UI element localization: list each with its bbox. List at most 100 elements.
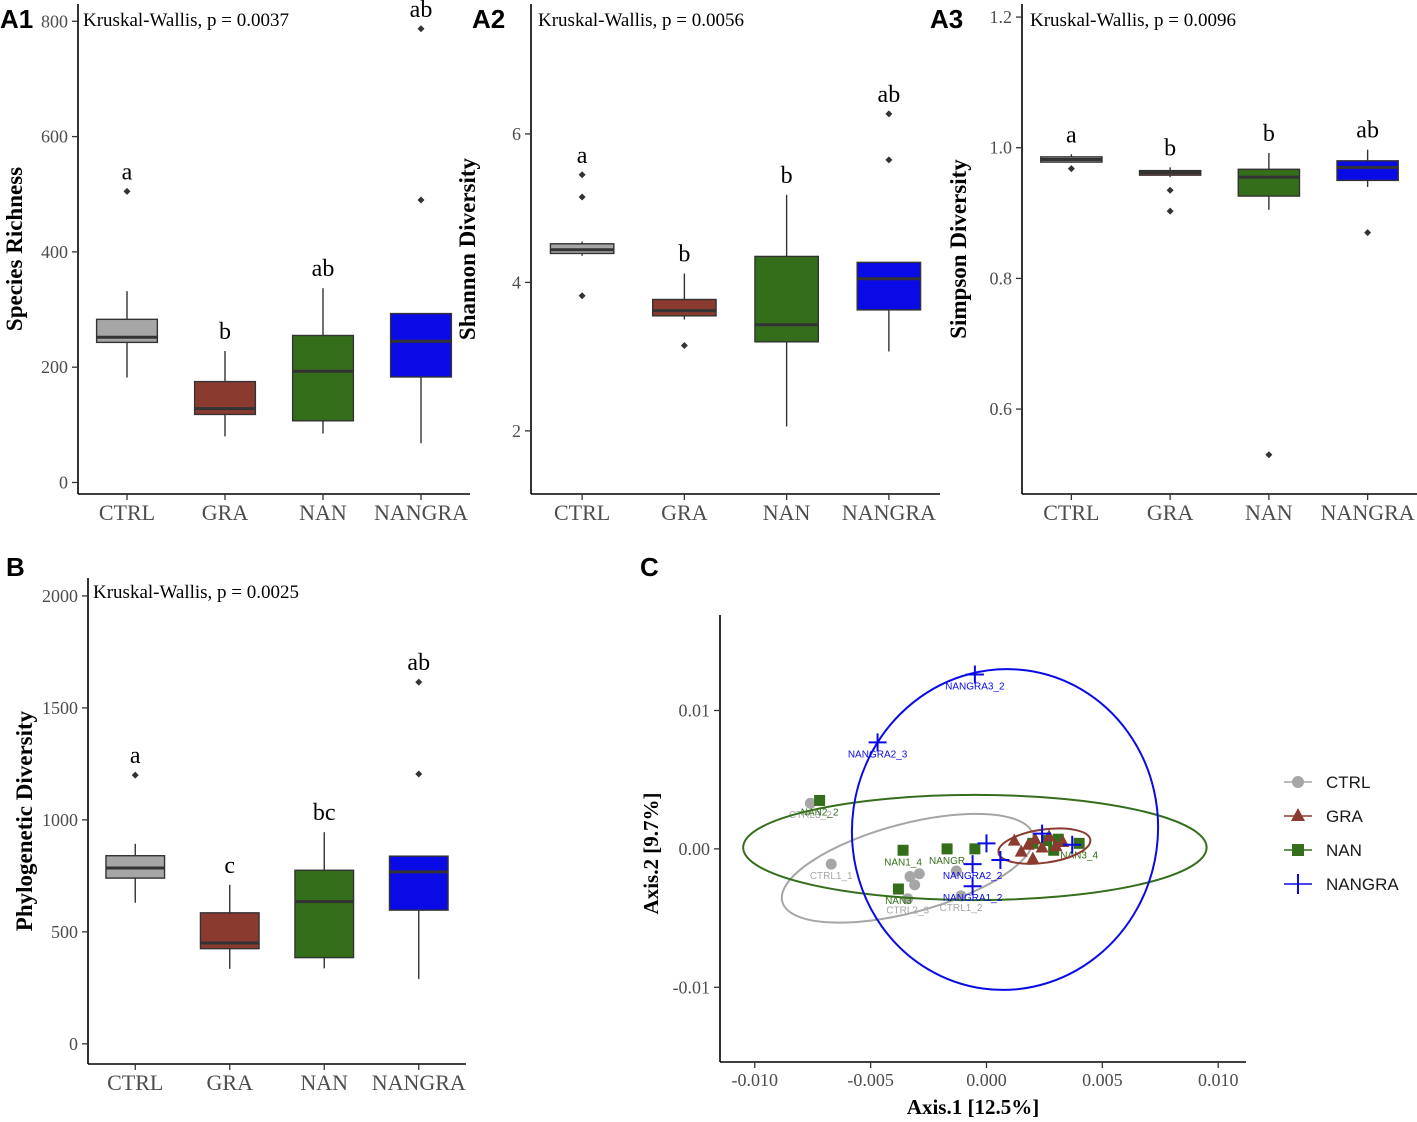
sample-point xyxy=(991,850,1010,869)
legend: CTRL GRA NAN NANGRA xyxy=(1284,773,1399,894)
x-tick-label: GRA xyxy=(1147,500,1194,525)
legend-item-ctrl: CTRL xyxy=(1284,773,1370,792)
significance-letter: ab xyxy=(878,82,901,108)
y-tick-label: 500 xyxy=(51,922,78,942)
y-tick-label: 0.8 xyxy=(990,268,1013,288)
panel-label: C xyxy=(640,552,659,582)
box-nangra: ab xyxy=(856,82,922,352)
y-tick-label: 0.6 xyxy=(990,399,1013,419)
significance-letter: b xyxy=(219,319,231,345)
box-iqr xyxy=(294,869,355,959)
x-tick-label: GRA xyxy=(202,500,249,525)
y-tick-label: 200 xyxy=(41,357,68,377)
legend-item-nan: NAN xyxy=(1284,841,1362,860)
box-iqr xyxy=(651,298,717,317)
legend-item-nangra: NANGRA xyxy=(1284,874,1399,894)
box-iqr xyxy=(291,334,355,422)
x-tick-label: 0.000 xyxy=(966,1070,1007,1090)
legend-label: CTRL xyxy=(1326,773,1370,792)
legend-item-gra: GRA xyxy=(1284,807,1364,826)
sample-label: NANGRA2_3 xyxy=(848,749,908,760)
panel-label: B xyxy=(6,552,25,582)
x-tick-label: GRA xyxy=(661,500,708,525)
sample-point xyxy=(1026,851,1040,864)
box-nan: ab xyxy=(291,256,355,434)
legend-symbol xyxy=(1292,844,1304,856)
outlier-point xyxy=(1166,186,1174,194)
y-tick-label: 800 xyxy=(41,11,68,31)
outlier-point xyxy=(1166,207,1174,215)
kruskal-wallis-label: Kruskal-Wallis, p = 0.0037 xyxy=(83,10,289,31)
x-tick-label: NANGRA xyxy=(1321,500,1415,525)
sample-point xyxy=(1049,839,1063,852)
y-axis-title: Simpson Diversity xyxy=(946,159,971,339)
y-tick-label: 2 xyxy=(512,421,521,441)
panel-b: B 0 500 1000 1500 2000 CTRL GRA NAN NANGRA Phyloge… xyxy=(6,552,466,1095)
y-tick-label: -0.01 xyxy=(673,977,711,997)
sample-label: NANGRA2_2 xyxy=(943,871,1003,882)
sample-point xyxy=(963,877,982,896)
y-axis-title: Phylogenetic Diversity xyxy=(12,710,37,931)
confidence-ellipse xyxy=(742,793,1208,902)
sample-point xyxy=(1007,833,1021,846)
legend-symbol xyxy=(1291,808,1305,821)
y-tick-label: 4 xyxy=(512,272,521,292)
x-tick-label: CTRL xyxy=(99,500,155,525)
sample-point xyxy=(1021,837,1035,850)
box-iqr xyxy=(388,855,449,911)
x-tick-label: NANGRA xyxy=(372,1070,466,1095)
panel-label: A3 xyxy=(930,4,963,34)
y-tick-label: 0.01 xyxy=(679,700,711,720)
x-tick-label: NANGRA xyxy=(374,500,468,525)
sample-point xyxy=(913,868,925,880)
x-tick-label: NANGRA xyxy=(842,500,936,525)
sample-point xyxy=(904,871,916,883)
panel-label: A2 xyxy=(472,4,505,34)
x-tick-label: GRA xyxy=(207,1070,254,1095)
significance-letter: bc xyxy=(313,800,336,826)
significance-letter: ab xyxy=(1356,118,1379,144)
y-tick-label: 0 xyxy=(59,472,68,492)
sample-point xyxy=(1063,835,1082,854)
box-gra: b xyxy=(193,319,257,437)
confidence-ellipse xyxy=(780,812,1035,924)
sample-point xyxy=(868,733,887,752)
box-nan: b xyxy=(754,163,820,427)
significance-letter: a xyxy=(577,143,588,169)
x-tick-label: CTRL xyxy=(107,1070,163,1095)
box-ctrl: a xyxy=(95,159,159,378)
outlier-point xyxy=(131,771,139,779)
significance-letter: ab xyxy=(407,650,430,676)
sample-point xyxy=(1033,824,1052,843)
outlier-point xyxy=(123,187,131,195)
box-iqr xyxy=(856,261,922,311)
sample-point xyxy=(892,883,904,895)
sample-point xyxy=(1052,833,1064,845)
outlier-point xyxy=(1067,165,1075,173)
sample-label: NANGR xyxy=(929,856,965,867)
outlier-point xyxy=(417,25,425,33)
sample-label: NANGRA1_2 xyxy=(943,893,1003,904)
outlier-point xyxy=(1364,229,1372,237)
box-ctrl: a xyxy=(549,143,615,300)
series-nangra: NANGRA3_2 NANGRA2_3 NANGRA1_2 NANGRA2_2 xyxy=(848,665,1160,991)
y-tick-label: 1000 xyxy=(42,810,78,830)
significance-letter: a xyxy=(1066,122,1077,148)
legend-label: GRA xyxy=(1326,807,1364,826)
legend-label: NANGRA xyxy=(1326,875,1399,894)
sample-label: NANGRA3_2 xyxy=(945,682,1005,693)
outlier-point xyxy=(578,292,586,300)
outlier-point xyxy=(578,171,586,179)
box-nan: b xyxy=(1237,121,1301,459)
y-tick-label: 2000 xyxy=(42,586,78,606)
box-nangra: ab xyxy=(1336,118,1399,237)
sample-label: NAN3 xyxy=(885,896,912,907)
sample-point xyxy=(977,834,996,853)
x-tick-label: NAN xyxy=(300,1070,348,1095)
kruskal-wallis-label: Kruskal-Wallis, p = 0.0056 xyxy=(538,10,744,31)
sample-point xyxy=(825,858,837,870)
significance-letter: a xyxy=(122,159,133,185)
outlier-point xyxy=(885,110,893,118)
y-tick-label: 1.0 xyxy=(990,138,1013,158)
